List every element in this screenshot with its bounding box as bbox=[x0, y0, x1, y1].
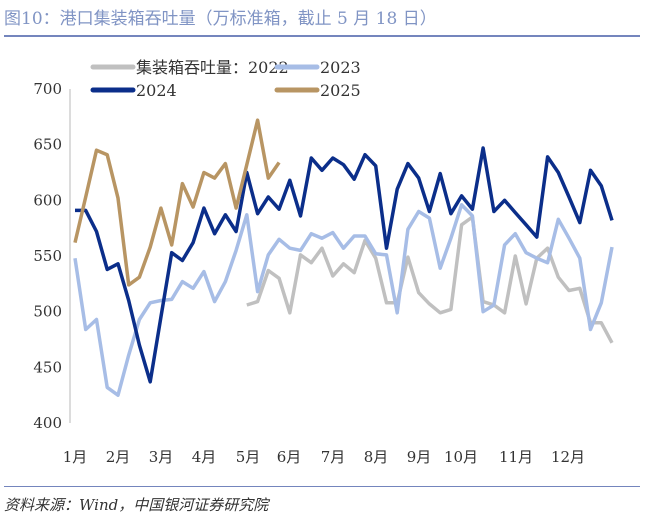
x-tick-label: 2月 bbox=[106, 448, 131, 466]
legend-label: 2023 bbox=[320, 58, 361, 77]
line-chart: 集装箱吞吐量：2022 2023 2024 2025 400 450 500 550 600 6… bbox=[33, 58, 614, 466]
axes: 400 450 500 550 600 650 700 1月 2月 3月 4月 5月 6月 7月 8月 9月 1… bbox=[33, 80, 585, 466]
x-tick-label: 10月 bbox=[444, 448, 478, 466]
series-line-2022 bbox=[246, 215, 614, 344]
y-tick-label: 450 bbox=[33, 358, 62, 376]
series-line-2024 bbox=[75, 146, 614, 384]
x-tick-label: 4月 bbox=[192, 448, 217, 466]
x-tick-label: 11月 bbox=[499, 448, 533, 466]
x-tick-label: 5月 bbox=[236, 448, 261, 466]
legend: 集装箱吞吐量：2022 2023 2024 2025 bbox=[90, 58, 361, 100]
x-tick-label: 7月 bbox=[321, 448, 346, 466]
x-tick-label: 3月 bbox=[149, 448, 174, 466]
x-tick-label: 6月 bbox=[277, 448, 302, 466]
legend-label: 2025 bbox=[320, 81, 361, 100]
x-tick-label: 9月 bbox=[407, 448, 432, 466]
x-tick-label: 8月 bbox=[364, 448, 389, 466]
y-tick-label: 700 bbox=[33, 80, 62, 98]
figure-title: 图10：港口集装箱吞吐量（万标准箱，截止 5 月 18 日） bbox=[4, 9, 437, 29]
footer-divider bbox=[4, 486, 640, 487]
y-tick-label: 500 bbox=[33, 303, 62, 321]
y-tick-label: 400 bbox=[33, 414, 62, 432]
x-tick-label: 1月 bbox=[63, 448, 88, 466]
y-tick-label: 650 bbox=[33, 136, 62, 154]
y-tick-label: 550 bbox=[33, 247, 62, 265]
series-line-2025 bbox=[73, 118, 281, 287]
legend-label: 集装箱吞吐量：2022 bbox=[136, 58, 289, 77]
x-tick-label: 12月 bbox=[551, 448, 585, 466]
title-divider bbox=[4, 35, 640, 37]
y-tick-label: 600 bbox=[33, 191, 62, 209]
source-note: 资料来源：Wind，中国银河证券研究院 bbox=[4, 496, 269, 514]
legend-label: 2024 bbox=[136, 81, 177, 100]
series-lines bbox=[73, 118, 614, 397]
